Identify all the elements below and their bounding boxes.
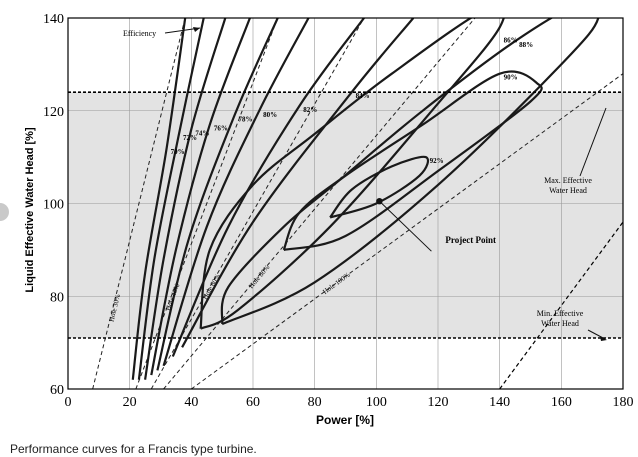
efficiency-curve-label: 78% [239, 115, 253, 123]
x-tick-label: 60 [246, 395, 260, 410]
max-head-annotation: Max. Effective Water Head [544, 107, 607, 195]
figure-caption: Performance curves for a Francis type tu… [10, 442, 257, 456]
plot-frame [67, 17, 624, 390]
max-head-label: Max. Effective Water Head [544, 176, 592, 195]
min-head-annotation: Min. Effective Water Head [537, 309, 607, 341]
efficiency-curve [156, 18, 279, 371]
head-limits [68, 91, 624, 390]
efficiency-curve [181, 18, 415, 348]
min-head-label: Min. Effective Water Head [537, 309, 584, 328]
y-tick-label: 140 [43, 12, 64, 27]
efficiency-curve [199, 18, 505, 330]
x-tick-label: 180 [613, 395, 634, 410]
efficiency-curve [150, 18, 251, 376]
x-tick-label: 120 [428, 395, 449, 410]
x-tick-label: 20 [123, 395, 137, 410]
efficiency-curve [131, 18, 187, 380]
efficiency-curve [162, 18, 310, 367]
y-axis-label: Liquid Effective Water Head [%] [24, 127, 36, 293]
efficiency-curve-label: 84% [356, 92, 370, 100]
efficiency-curve [171, 18, 365, 357]
y-tick-label: 60 [50, 383, 64, 398]
efficiency-curve-label: 82% [303, 106, 317, 114]
x-axis-label: Power [%] [316, 413, 374, 427]
x-tick-label: 100 [366, 395, 387, 410]
efficiency-curve [137, 18, 205, 380]
y-tick-label: 100 [43, 198, 64, 213]
x-tick-label: 0 [65, 395, 72, 410]
efficiency-curve-label: 86% [504, 37, 518, 45]
project-point-label: Project Point [445, 235, 496, 245]
efficiency-curve-label: 88% [519, 41, 533, 49]
x-tick-label: 80 [308, 395, 322, 410]
x-tick-label: 140 [489, 395, 510, 410]
efficiency-curve-label: 72% [183, 134, 197, 142]
efficiency-contours [131, 18, 600, 380]
hole-guide-line [150, 18, 365, 389]
project-point-group: Project Point [376, 197, 496, 252]
efficiency-curve [329, 155, 430, 219]
efficiency-label: Efficiency [123, 29, 156, 38]
efficiency-curve [282, 70, 543, 251]
tick-labels: 0 20 40 60 80 100 120 140 160 180 60 80 100 120 140 [43, 12, 634, 410]
hole-guide-line [163, 18, 476, 389]
efficiency-curve [144, 18, 227, 380]
hole-guide-line [92, 18, 186, 389]
y-tick-label: 120 [43, 105, 64, 120]
x-tick-label: 160 [551, 395, 572, 410]
y-tick-label: 80 [50, 290, 64, 305]
efficiency-curve-label: 76% [214, 125, 228, 133]
efficiency-curve-label: 70% [171, 148, 185, 156]
hole-guide-line [191, 73, 623, 389]
operating-band [68, 92, 623, 338]
efficiency-curve-label: 80% [263, 111, 277, 119]
efficiency-curve-label: 74% [195, 129, 209, 137]
efficiency-curve [220, 18, 600, 326]
efficiency-curve-label: 92% [430, 157, 444, 165]
efficiency-curve-label: 90% [504, 74, 518, 82]
efficiency-annotation: Efficiency [123, 27, 201, 38]
x-tick-label: 40 [184, 395, 198, 410]
carousel-nav-dot[interactable] [0, 203, 9, 221]
